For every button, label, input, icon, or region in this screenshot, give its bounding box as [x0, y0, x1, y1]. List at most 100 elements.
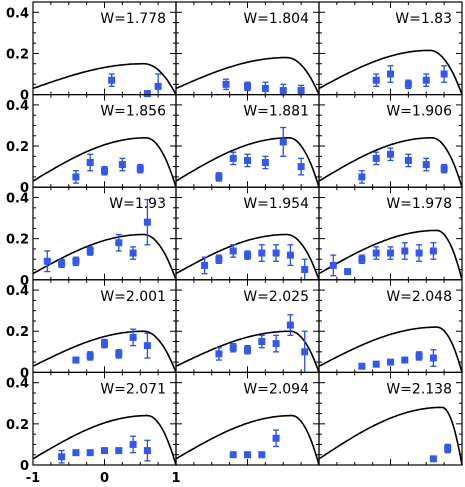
x-tick-label: 1 — [171, 471, 180, 486]
data-point — [401, 356, 409, 364]
data-point — [329, 254, 337, 277]
data-point — [86, 449, 94, 457]
data-point — [215, 347, 223, 361]
point-marker — [261, 84, 269, 92]
data-point — [261, 81, 269, 96]
data-point — [86, 153, 94, 172]
data-point — [229, 451, 237, 459]
point-marker — [286, 251, 294, 259]
data-point — [387, 147, 394, 162]
data-point — [229, 244, 237, 258]
point-marker — [429, 455, 437, 463]
point-marker — [229, 247, 237, 255]
data-point — [429, 349, 437, 367]
data-point — [258, 334, 266, 349]
data-point — [358, 254, 366, 264]
point-marker — [244, 346, 251, 354]
point-marker — [387, 70, 394, 78]
data-point — [258, 451, 266, 459]
point-marker — [440, 165, 448, 173]
panel-5: W=1.881 — [175, 93, 320, 188]
point-marker — [115, 350, 123, 358]
data-point — [301, 258, 309, 281]
panel-9: W=1.978 — [318, 186, 463, 281]
data-point — [358, 362, 366, 370]
panel-label: W=2.094 — [243, 381, 309, 397]
point-marker — [143, 90, 151, 98]
theory-curve — [318, 406, 463, 466]
point-marker — [297, 86, 305, 94]
point-marker — [404, 80, 412, 88]
data-point — [43, 250, 51, 273]
point-marker — [136, 165, 144, 173]
point-marker — [215, 255, 223, 263]
panel-label: W=2.071 — [100, 381, 166, 397]
data-point — [118, 157, 126, 172]
data-point — [358, 170, 366, 184]
data-point — [372, 246, 380, 260]
data-point — [244, 153, 251, 168]
data-point — [72, 449, 80, 457]
panel-14: W=2.094 — [175, 371, 320, 466]
point-marker — [108, 76, 116, 84]
point-marker — [244, 251, 251, 259]
data-point — [444, 443, 452, 454]
data-point — [429, 455, 437, 463]
y-tick-label: 0.4 — [6, 99, 29, 114]
point-marker — [129, 333, 137, 341]
panel-1: W=1.778 0 0.2 0.4 — [6, 1, 177, 104]
point-marker — [222, 80, 230, 88]
panel-label: W=2.001 — [100, 289, 166, 305]
point-marker — [401, 247, 409, 255]
point-marker — [86, 159, 94, 167]
y-tick-label: 0.4 — [6, 284, 29, 299]
y-tick-label: 0 — [20, 274, 29, 289]
theory-curve — [318, 326, 463, 373]
panel-label: W=1.954 — [243, 196, 309, 212]
point-marker — [272, 340, 280, 348]
point-marker — [143, 447, 151, 455]
point-marker — [358, 255, 366, 263]
point-marker — [101, 167, 108, 175]
theory-curve — [32, 62, 177, 95]
panel-label: W=1.856 — [100, 104, 166, 120]
data-point — [272, 244, 280, 262]
panel-10: W=2.001 0 0.2 0.4 — [6, 279, 177, 381]
data-point — [86, 246, 94, 256]
point-marker — [143, 342, 151, 350]
theory-curve — [32, 137, 177, 188]
data-point — [401, 242, 409, 260]
point-marker — [58, 259, 66, 267]
point-marker — [372, 360, 380, 368]
data-point — [101, 447, 108, 455]
data-point — [143, 198, 151, 246]
data-point — [215, 254, 223, 264]
data-point — [115, 233, 123, 252]
data-point — [244, 250, 251, 260]
point-marker — [358, 362, 366, 370]
data-point — [404, 79, 412, 90]
point-marker — [258, 338, 266, 346]
data-point — [143, 439, 151, 462]
point-marker — [115, 239, 123, 247]
y-tick-label: 0.4 — [6, 6, 29, 21]
theory-curve — [32, 233, 177, 281]
data-point — [279, 126, 287, 157]
data-point — [101, 165, 108, 176]
point-marker — [215, 173, 223, 181]
point-marker — [154, 82, 162, 90]
point-marker — [358, 173, 366, 181]
data-point — [286, 314, 294, 337]
data-point — [215, 172, 223, 182]
data-point — [297, 157, 305, 176]
data-point — [272, 429, 280, 448]
data-point — [201, 256, 209, 275]
point-marker — [329, 261, 337, 269]
data-point — [244, 344, 251, 355]
data-point — [72, 356, 80, 364]
point-marker — [429, 247, 437, 255]
data-point — [244, 81, 251, 92]
panel-label: W=2.025 — [243, 289, 309, 305]
panel-2: W=1.804 — [175, 1, 320, 96]
data-point — [261, 155, 269, 170]
